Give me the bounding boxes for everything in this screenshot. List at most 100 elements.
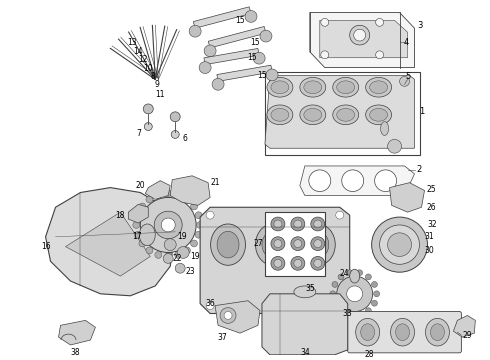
Text: 17: 17 (132, 232, 142, 241)
Circle shape (374, 291, 380, 297)
Text: 14: 14 (133, 48, 143, 57)
Ellipse shape (307, 231, 329, 258)
Text: 31: 31 (425, 232, 434, 241)
Text: 10: 10 (144, 64, 153, 73)
Polygon shape (145, 181, 170, 199)
Polygon shape (66, 212, 150, 276)
Polygon shape (390, 183, 424, 212)
Circle shape (371, 282, 377, 287)
Circle shape (220, 307, 236, 323)
Text: 15: 15 (250, 37, 260, 46)
Polygon shape (453, 315, 475, 337)
Circle shape (139, 240, 146, 247)
Polygon shape (58, 320, 96, 345)
Circle shape (311, 217, 325, 231)
Text: 16: 16 (41, 242, 50, 251)
Polygon shape (320, 21, 408, 58)
Circle shape (140, 197, 196, 252)
Text: 22: 22 (172, 254, 182, 263)
Ellipse shape (211, 224, 245, 265)
Text: 1: 1 (419, 107, 424, 116)
Text: 15: 15 (247, 53, 257, 62)
Text: 7: 7 (136, 129, 141, 138)
Text: 11: 11 (155, 90, 165, 99)
Text: 3: 3 (417, 21, 422, 30)
Polygon shape (217, 65, 272, 81)
Circle shape (206, 211, 214, 219)
Text: 23: 23 (185, 267, 195, 276)
Ellipse shape (366, 105, 392, 125)
Ellipse shape (337, 108, 355, 121)
Ellipse shape (217, 231, 239, 258)
Polygon shape (194, 7, 251, 28)
Circle shape (291, 217, 305, 231)
Circle shape (177, 247, 189, 258)
Circle shape (146, 196, 153, 203)
Circle shape (321, 51, 329, 59)
Ellipse shape (139, 224, 155, 246)
Circle shape (174, 251, 182, 258)
Circle shape (354, 29, 366, 41)
Circle shape (195, 231, 202, 238)
Text: 28: 28 (365, 350, 374, 359)
Ellipse shape (369, 81, 388, 94)
Circle shape (336, 302, 343, 310)
Circle shape (204, 45, 216, 57)
Ellipse shape (391, 318, 415, 346)
Ellipse shape (300, 224, 335, 265)
FancyBboxPatch shape (348, 311, 462, 353)
Circle shape (311, 237, 325, 251)
Text: 6: 6 (183, 134, 188, 143)
Bar (265, 212, 325, 276)
Text: 24: 24 (340, 269, 349, 278)
Ellipse shape (271, 108, 289, 121)
Circle shape (376, 51, 384, 59)
Circle shape (139, 203, 146, 210)
Circle shape (155, 251, 162, 258)
Text: 35: 35 (305, 284, 315, 293)
Ellipse shape (381, 122, 389, 135)
Circle shape (271, 256, 285, 270)
Circle shape (164, 239, 176, 251)
Ellipse shape (333, 105, 359, 125)
Ellipse shape (304, 81, 322, 94)
Circle shape (224, 311, 232, 319)
Text: 15: 15 (235, 16, 245, 25)
Circle shape (399, 76, 410, 86)
Text: 15: 15 (257, 71, 267, 80)
Polygon shape (262, 294, 348, 355)
Circle shape (388, 139, 401, 153)
Ellipse shape (395, 324, 410, 341)
Circle shape (337, 276, 372, 311)
Circle shape (314, 240, 322, 248)
Text: 2: 2 (417, 165, 422, 174)
Ellipse shape (300, 77, 326, 97)
Circle shape (163, 253, 173, 263)
Ellipse shape (304, 108, 322, 121)
Circle shape (196, 221, 204, 228)
Ellipse shape (333, 77, 359, 97)
Circle shape (294, 240, 302, 248)
Circle shape (274, 260, 282, 267)
Circle shape (271, 217, 285, 231)
Ellipse shape (350, 269, 360, 283)
Polygon shape (265, 76, 415, 148)
Polygon shape (215, 301, 260, 333)
Text: 37: 37 (217, 333, 227, 342)
Polygon shape (200, 207, 350, 314)
Circle shape (357, 270, 363, 276)
Circle shape (376, 18, 384, 26)
Circle shape (294, 220, 302, 228)
Text: 20: 20 (136, 181, 145, 190)
Text: 19: 19 (177, 232, 187, 241)
Ellipse shape (366, 77, 392, 97)
Circle shape (183, 196, 191, 203)
Text: 8: 8 (151, 72, 156, 81)
Circle shape (347, 312, 353, 318)
Circle shape (195, 212, 202, 219)
Circle shape (144, 123, 152, 131)
Polygon shape (300, 166, 415, 195)
Circle shape (388, 233, 412, 256)
Ellipse shape (375, 170, 396, 192)
Circle shape (253, 52, 265, 64)
